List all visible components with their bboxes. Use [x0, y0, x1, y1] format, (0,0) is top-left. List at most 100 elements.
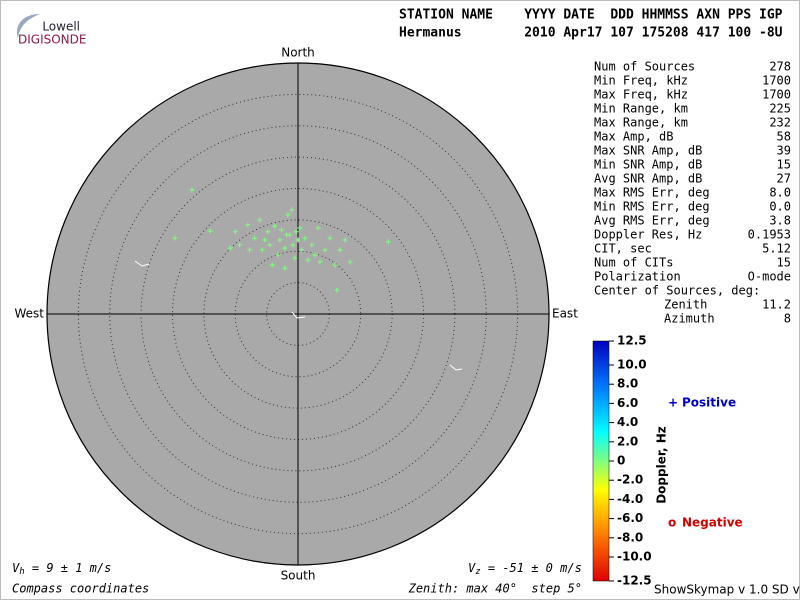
stat-value: 1700: [762, 74, 791, 88]
source-point: [292, 255, 298, 261]
source-point: [272, 223, 278, 229]
stat-value: 225: [769, 102, 791, 116]
stat-value: O-mode: [748, 270, 791, 284]
stat-label: Max SNR Amp, dB: [594, 144, 702, 158]
stat-label: Azimuth: [664, 312, 715, 326]
source-point: [332, 262, 338, 268]
colorbar-tick-label: 8.0: [617, 377, 638, 391]
stat-value: 15: [777, 256, 791, 270]
coords-note: Compass coordinates: [12, 582, 149, 596]
stat-label: Min Freq, kHz: [594, 74, 688, 88]
source-point: [342, 237, 348, 243]
vz: Vz = -51 ± 0 m/s: [468, 561, 582, 577]
stat-value: 58: [777, 130, 791, 144]
source-point: [327, 235, 333, 241]
source-point: [275, 252, 281, 258]
source-point: [277, 237, 283, 243]
stat-label: Doppler Res, Hz: [594, 228, 702, 242]
source-point: [172, 235, 178, 241]
colorbar-tick-label: 0: [617, 454, 625, 468]
stat-value: 3.8: [769, 214, 791, 228]
source-point: [317, 259, 323, 265]
source-point: [293, 229, 299, 235]
source-point: [282, 245, 288, 251]
direction-label: North: [281, 46, 315, 60]
marker-squiggle: [291, 311, 306, 319]
source-point: [312, 252, 318, 258]
stat-label: Max Range, km: [594, 116, 688, 130]
legend-symbol: +: [668, 396, 678, 410]
stat-value: 8: [784, 312, 791, 326]
source-point: [289, 207, 295, 213]
source-point: [337, 247, 343, 253]
colorbar-tick-label: 10.0: [617, 358, 647, 372]
source-point: [295, 237, 301, 243]
legend-label: Negative: [682, 516, 743, 530]
source-point: [252, 235, 258, 241]
colorbar-tick-label: 12.5: [617, 334, 647, 348]
stat-label: Min RMS Err, deg: [594, 200, 710, 214]
stat-label: Avg RMS Err, deg: [594, 214, 710, 228]
source-point: [285, 212, 291, 218]
colorbar-tick-label: -2.0: [617, 473, 643, 487]
source-point: [247, 247, 253, 253]
polar-plot: North South East West: [14, 46, 578, 583]
colorbar-tick-label: -8.0: [617, 530, 643, 544]
source-point: [290, 242, 296, 248]
stat-value: 5.12: [762, 242, 791, 256]
center-title: Center of Sources, deg:: [594, 284, 760, 298]
source-point: [309, 242, 315, 248]
stat-value: 27: [777, 172, 791, 186]
source-point: [305, 257, 311, 263]
stat-value: 0.1953: [748, 228, 791, 242]
version: ShowSkymap v 1.0 SD v 5.0: [654, 583, 800, 597]
stat-label: Num of CITs: [594, 256, 673, 270]
colorbar-tick-label: -6.0: [617, 511, 643, 525]
source-point: [245, 222, 251, 228]
source-point: [237, 242, 243, 248]
source-point: [299, 247, 305, 253]
source-point: [302, 235, 308, 241]
source-point: [322, 247, 328, 253]
source-point: [232, 229, 238, 235]
header-line: STATION NAME YYYY DATE DDD HHMMSS AXN PP…: [399, 8, 783, 23]
stat-value: 11.2: [762, 298, 791, 312]
source-point: [297, 225, 303, 231]
source-point: [257, 217, 263, 223]
logo-swoosh: [16, 14, 40, 38]
colorbar-tick-label: -4.0: [617, 492, 643, 506]
colorbar-tick-label: 6.0: [617, 396, 638, 410]
stat-label: Max RMS Err, deg: [594, 186, 710, 200]
stat-value: 0.0: [769, 200, 791, 214]
stat-label: Polarization: [594, 270, 681, 284]
colorbar-tick-label: -10.0: [617, 550, 652, 564]
zenith-note: Zenith: max 40° step 5°: [408, 582, 582, 596]
logo-top: Lowell: [42, 20, 80, 34]
source-point: [265, 229, 271, 235]
source-point: [262, 237, 268, 243]
stat-value: 39: [777, 144, 791, 158]
colorbar: 12.5 10.0 8.0 6.0 4.0 2.0 0 -2.0 -4.0 -6.0 -8.0 -10…: [592, 334, 743, 588]
source-point: [189, 187, 195, 193]
stat-label: Max Amp, dB: [594, 130, 673, 144]
source-point: [282, 265, 288, 271]
colorbar-bar: [592, 340, 610, 582]
vh: Vh = 9 ± 1 m/s: [12, 561, 111, 577]
source-point: [279, 227, 285, 233]
colorbar-tick-label: 4.0: [617, 415, 638, 429]
stat-value: 232: [769, 116, 791, 130]
direction-label: East: [552, 307, 578, 321]
source-point: [227, 245, 233, 251]
direction-label: South: [281, 569, 316, 583]
stat-label: Min SNR Amp, dB: [594, 158, 702, 172]
stat-label: Avg SNR Amp, dB: [594, 172, 702, 186]
header-line: Hermanus 2010 Apr17 107 175208 417 100 -…: [399, 26, 783, 41]
logo-bottom: DIGISONDE: [18, 33, 86, 47]
stat-value: 15: [777, 158, 791, 172]
stat-value: 1700: [762, 88, 791, 102]
legend-label: Positive: [682, 396, 736, 410]
stat-value: 8.0: [769, 186, 791, 200]
source-point: [259, 247, 265, 253]
source-point: [207, 228, 213, 234]
